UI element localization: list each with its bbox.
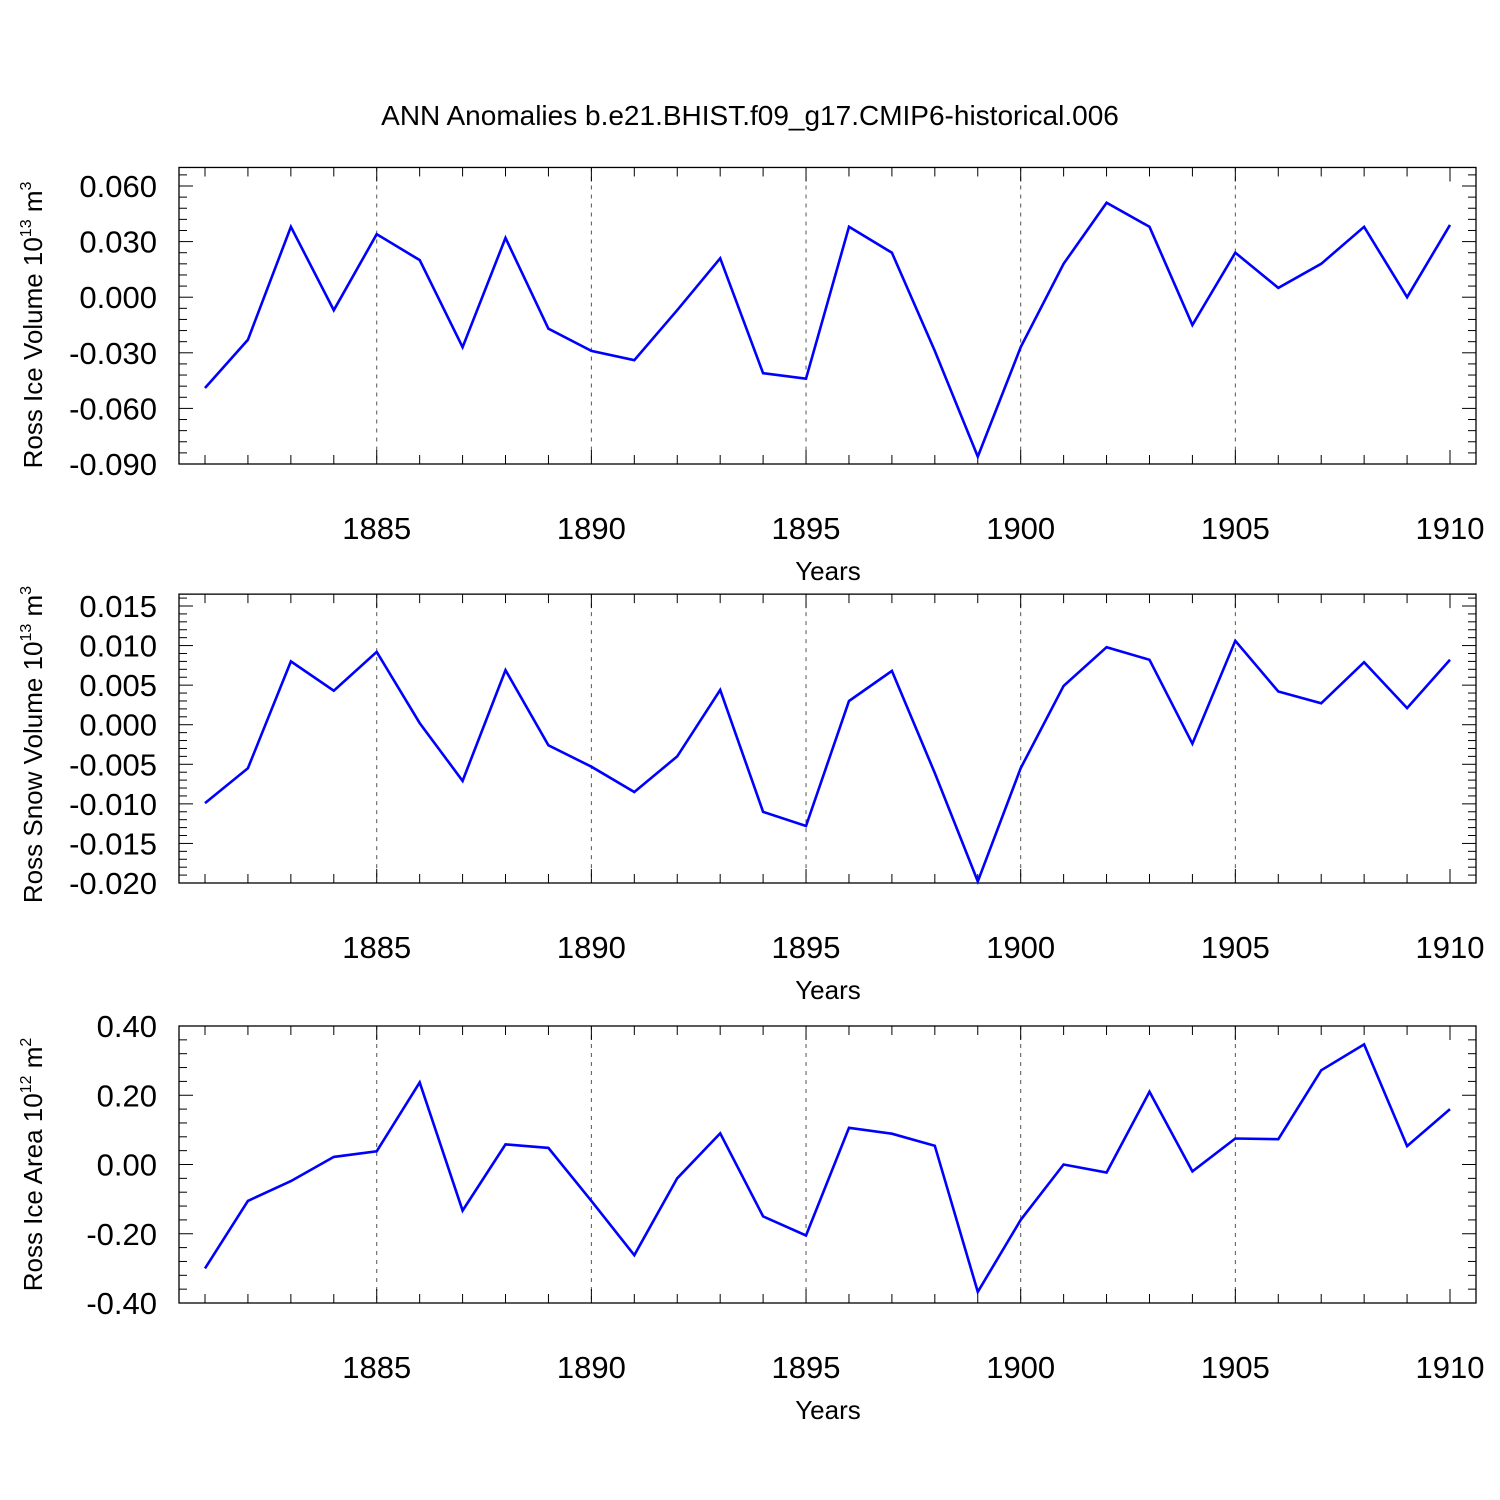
y-axis-title: Ross Ice Volume 1013 m3: [18, 181, 48, 468]
x-tick-label: 1885: [342, 511, 411, 546]
axis-title-text: Ross Ice Volume 10: [18, 237, 48, 468]
y-tick-label: -0.020: [69, 866, 157, 901]
axis-title-text: Ross Ice Area 10: [18, 1093, 48, 1291]
axis-title-superscript: 3: [18, 181, 35, 190]
y-tick-label: -0.40: [86, 1286, 157, 1321]
axis-title-text: Ross Snow Volume 10: [18, 642, 48, 904]
x-axis-title: Years: [795, 975, 861, 1005]
y-tick-label: -0.030: [69, 336, 157, 371]
x-tick-label: 1905: [1201, 1350, 1270, 1385]
x-tick-label: 1910: [1416, 511, 1485, 546]
plot-frame: [178, 593, 1477, 884]
y-tick-label: -0.015: [69, 826, 157, 861]
axis-title-superscript: 13: [18, 219, 35, 237]
y-tick-label: -0.090: [69, 447, 157, 482]
x-tick-label: 1885: [342, 930, 411, 965]
x-tick-label: 1905: [1201, 511, 1270, 546]
panels: 0.060 0.030 0.000 -0.030 -0.060 -0.090 1885 189…: [18, 166, 1485, 1425]
x-tick-label: 1890: [557, 1350, 626, 1385]
axis-title-superscript: 3: [18, 586, 35, 595]
y-tick-label: 0.015: [79, 589, 157, 624]
y-tick-label: 0.000: [79, 708, 157, 743]
y-tick-label: -0.005: [69, 747, 157, 782]
x-tick-label: 1910: [1416, 1350, 1485, 1385]
axis-title-superscript: 13: [18, 624, 35, 642]
chart-panel-2: 0.015 0.010 0.005 0.000 -0.005 -0.010 -0.015 -0…: [18, 586, 1484, 1005]
series-line-1: [204, 200, 1452, 461]
axis-title-text: m: [18, 190, 48, 219]
x-tick-label: 1905: [1201, 930, 1270, 965]
y-tick-label: 0.00: [97, 1148, 157, 1183]
x-tick-label: 1900: [986, 1350, 1055, 1385]
figure-title: ANN Anomalies b.e21.BHIST.f09_g17.CMIP6-…: [381, 100, 1119, 131]
x-tick-label: 1895: [772, 511, 841, 546]
y-tick-label: 0.060: [79, 169, 157, 204]
axis-title-superscript: 12: [18, 1075, 35, 1093]
x-tick-label: 1890: [557, 511, 626, 546]
x-tick-label: 1890: [557, 930, 626, 965]
x-tick-label: 1895: [772, 930, 841, 965]
x-tick-label: 1885: [342, 1350, 411, 1385]
x-axis-title: Years: [795, 556, 861, 586]
series-line-1: [203, 1042, 1451, 1296]
y-tick-label: 0.000: [79, 280, 157, 315]
y-tick-label: 0.010: [79, 629, 157, 664]
x-axis-title: Years: [795, 1395, 861, 1425]
y-tick-label: -0.060: [69, 391, 157, 426]
axis-title-text: m: [18, 595, 48, 624]
axis-title-superscript: 2: [18, 1038, 35, 1047]
x-tick-label: 1910: [1416, 930, 1485, 965]
y-tick-label: 0.40: [97, 1009, 157, 1044]
y-tick-label: -0.010: [69, 787, 157, 822]
y-axis-title: Ross Ice Area 1012 m2: [18, 1038, 48, 1292]
y-axis-title: Ross Snow Volume 1013 m3: [18, 586, 48, 903]
y-tick-label: -0.20: [86, 1217, 157, 1252]
y-tick-label: 0.030: [79, 225, 157, 260]
x-tick-label: 1900: [986, 511, 1055, 546]
x-tick-label: 1895: [772, 1350, 841, 1385]
axis-title-text: m: [18, 1047, 48, 1076]
plot-frame: [178, 166, 1477, 465]
series-line-1: [204, 638, 1451, 885]
chart-panel-1: 0.060 0.030 0.000 -0.030 -0.060 -0.090 1885 189…: [18, 166, 1485, 586]
plot-frame: [178, 1025, 1477, 1304]
chart-panel-3: 0.40 0.20 0.00 -0.20 -0.40 1885 1890 1895 1900 19…: [18, 1009, 1484, 1425]
x-tick-label: 1900: [986, 930, 1055, 965]
y-tick-label: 0.005: [79, 668, 157, 703]
y-tick-label: 0.20: [97, 1078, 157, 1113]
